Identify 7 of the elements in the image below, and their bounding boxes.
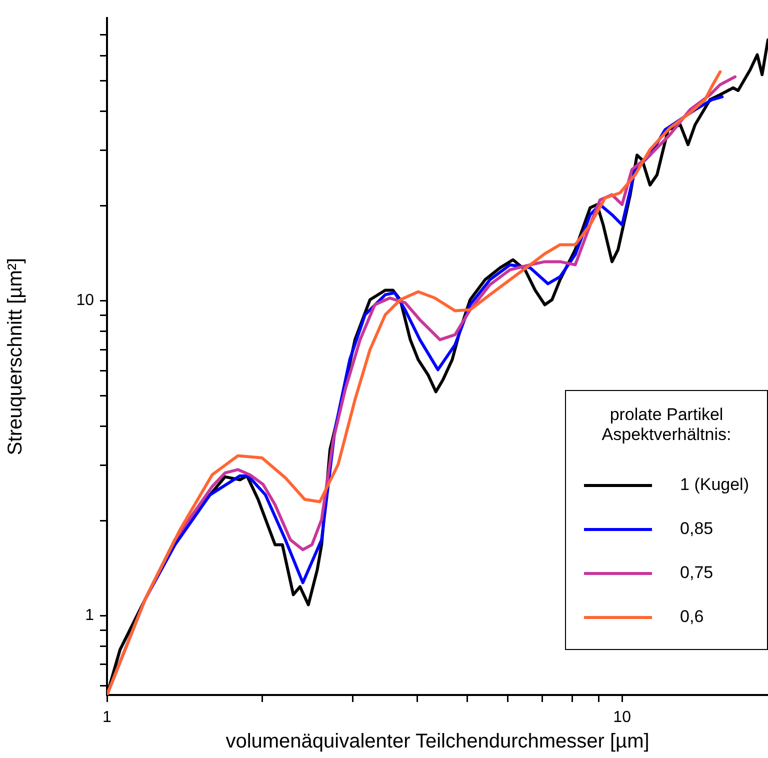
legend-label: 0,6 [680,607,704,627]
legend-label: 0,75 [680,563,714,583]
x-axis-title: volumenäquivalenter Teilchendurchmesser [µm] [226,730,650,753]
legend-label: 0,85 [680,519,714,539]
legend-title: prolate Partikel Aspektverhältnis: [600,405,732,445]
legend-label: 1 (Kugel) [680,475,749,495]
y-axis-title: Streuquerschnitt [µm²] [4,258,27,456]
